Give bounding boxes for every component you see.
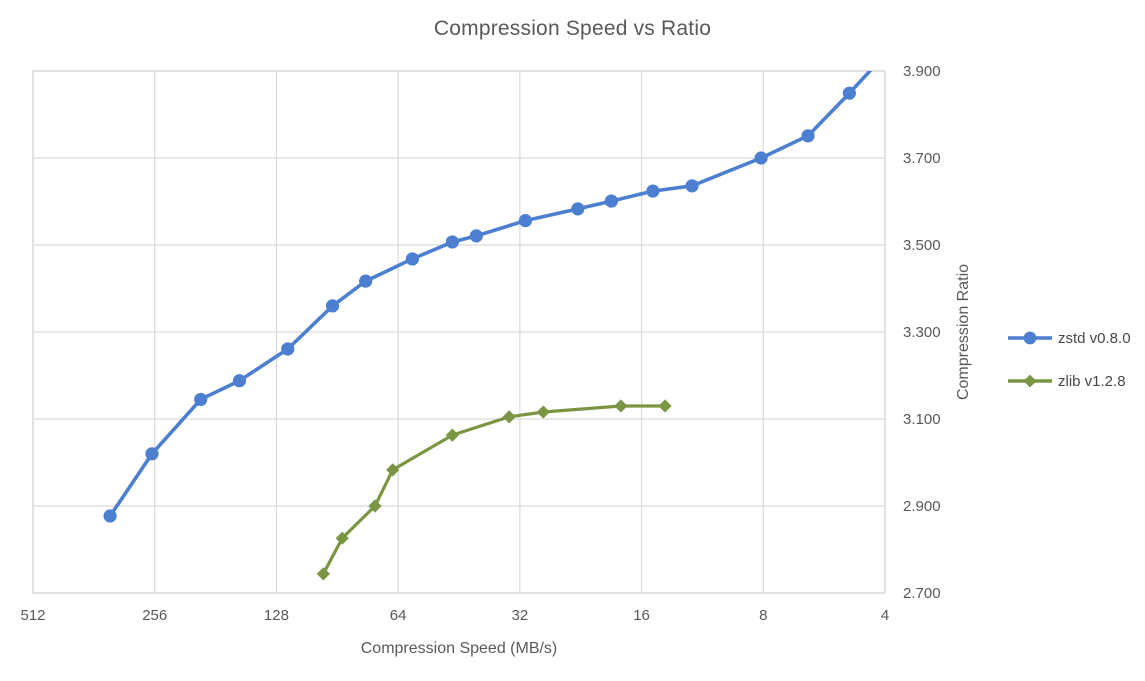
legend-marker-circle-icon	[1008, 331, 1052, 345]
x-tick-label-16: 16	[633, 607, 650, 624]
legend-label-zstd-v0-8-0: zstd v0.8.0	[1058, 329, 1131, 347]
y-tick-label-2-900: 2.900	[903, 498, 941, 515]
x-tick-label-64: 64	[390, 607, 407, 624]
data-point-marker-circle	[405, 252, 420, 266]
legend-marker-diamond-icon	[1008, 374, 1052, 388]
legend-item-zstd-v0-8-0: zstd v0.8.0	[1007, 328, 1131, 348]
series-line-zstd-v0-8-0	[108, 71, 873, 518]
y-tick-label-2-700: 2.700	[903, 585, 941, 602]
x-tick-label-8: 8	[759, 607, 767, 624]
y-tick-label-3-100: 3.100	[903, 411, 941, 428]
data-point-marker-circle	[887, 38, 900, 51]
data-point-marker-circle	[232, 374, 247, 388]
chart-title: Compression Speed vs Ratio	[433, 17, 712, 40]
data-point-marker-circle	[801, 129, 815, 143]
x-tick-label-4: 4	[881, 607, 889, 624]
data-point-marker-circle	[194, 392, 208, 407]
data-point-marker-diamond	[386, 463, 400, 477]
x-tick-label-256: 256	[142, 607, 167, 624]
data-point-marker-circle	[646, 184, 660, 198]
data-point-marker-circle	[359, 274, 373, 288]
data-point-marker-diamond	[445, 428, 459, 442]
data-point-marker-diamond	[316, 567, 330, 581]
data-point-marker-diamond	[335, 531, 349, 545]
x-axis-title: Compression Speed (MB/s)	[360, 640, 558, 657]
data-point-marker-diamond	[536, 405, 550, 419]
y-tick-label-3-700: 3.700	[903, 150, 941, 167]
x-tick-label-128: 128	[264, 607, 289, 624]
x-tick-label-512: 512	[20, 607, 45, 624]
data-point-marker-circle	[281, 342, 295, 356]
legend-item-zlib-v1-2-8: zlib v1.2.8	[1007, 371, 1131, 391]
y-tick-label-3-900: 3.900	[903, 63, 941, 80]
data-point-marker-circle	[445, 235, 459, 249]
series-line-zlib-v1-2-8	[321, 404, 667, 576]
plot-border	[32, 70, 886, 594]
series-zlib-v1-2-8	[316, 399, 672, 581]
data-point-marker-diamond	[658, 399, 672, 413]
x-tick-label-32: 32	[512, 607, 529, 624]
data-point-marker-circle	[571, 202, 585, 216]
series-zstd-v0-8-0	[103, 38, 900, 523]
data-point-marker-circle	[145, 447, 159, 461]
data-point-marker-circle	[103, 509, 117, 523]
data-point-marker-circle	[469, 229, 483, 243]
data-point-marker-diamond	[368, 499, 382, 513]
data-point-marker-circle	[685, 179, 699, 193]
y-axis-title: Compression Ratio	[955, 263, 972, 401]
legend: zstd v0.8.0 zlib v1.2.8	[1007, 328, 1131, 414]
data-point-marker-circle	[754, 151, 768, 165]
data-point-marker-circle	[325, 299, 340, 313]
data-point-marker-circle	[518, 214, 533, 228]
data-point-marker-diamond	[614, 399, 628, 413]
data-point-marker-diamond	[502, 410, 516, 424]
legend-label-zlib-v1-2-8: zlib v1.2.8	[1058, 372, 1126, 390]
y-tick-label-3-500: 3.500	[903, 237, 941, 254]
data-point-marker-circle	[842, 86, 856, 100]
y-tick-label-3-300: 3.300	[903, 324, 941, 341]
data-point-marker-circle	[604, 194, 618, 208]
